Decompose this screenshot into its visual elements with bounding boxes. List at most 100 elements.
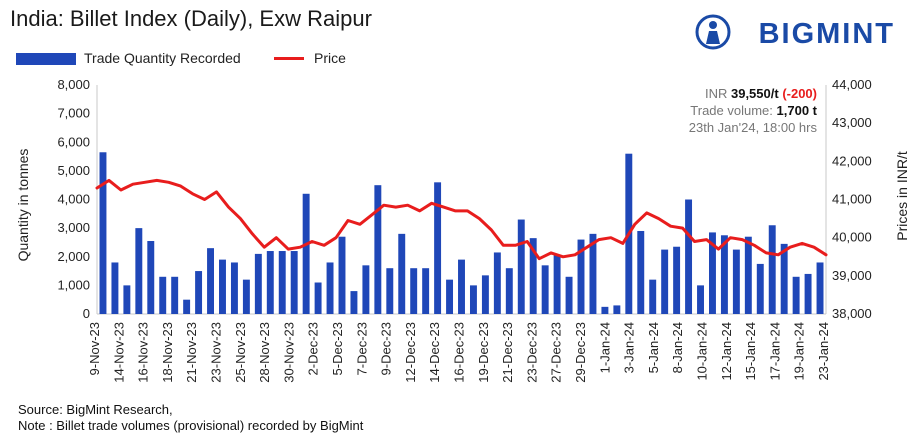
footer-source: Source: BigMint Research, (18, 402, 173, 417)
bar-trade-quantity (123, 285, 131, 314)
bar-trade-quantity (804, 273, 812, 314)
bar-trade-quantity (254, 253, 262, 314)
callout-volume-value: 1,700 t (776, 103, 817, 118)
callout-timestamp: 23th Jan'24, 18:00 hrs (688, 120, 817, 135)
y-axis-title-left: Quantity in tonnes (15, 149, 31, 262)
bar-trade-quantity (661, 249, 669, 314)
x-tick-date: 5-Jan-24 (646, 322, 661, 373)
bar-trade-quantity (768, 225, 776, 314)
bar-trade-quantity (183, 299, 191, 314)
bar-trade-quantity (756, 263, 764, 314)
bar-trade-quantity (290, 251, 298, 314)
bar-trade-quantity (613, 305, 621, 314)
bar-trade-quantity (709, 232, 716, 314)
callout-price-prefix: INR (704, 86, 731, 101)
x-tick-date: 1-Jan-24 (597, 322, 612, 373)
bar-trade-quantity (195, 271, 203, 314)
y-tick-right: 40,000 (832, 230, 872, 245)
legend-bar-swatch (16, 53, 76, 65)
callout-volume-row: Trade volume: 1,700 t (689, 102, 817, 119)
bar-trade-quantity (565, 276, 573, 314)
bar-trade-quantity (326, 262, 334, 314)
y-tick-right: 42,000 (832, 153, 872, 168)
legend-line-swatch (274, 57, 304, 60)
footer-note: Note : Billet trade volumes (provisional… (18, 418, 364, 433)
x-tick-date: 12-Dec-23 (403, 322, 418, 383)
bar-trade-quantity (219, 259, 226, 314)
x-tick-date: 15-Jan-24 (743, 322, 758, 381)
x-tick-date: 19-Jan-24 (792, 322, 807, 381)
bar-trade-quantity (410, 268, 418, 314)
y-tick-left: 8,000 (57, 77, 90, 92)
bar-trade-quantity (171, 276, 179, 314)
bar-trade-quantity (517, 219, 525, 314)
x-tick-date: 14-Nov-23 (111, 322, 126, 383)
y-tick-left: 4,000 (57, 192, 90, 207)
bar-trade-quantity (505, 268, 513, 314)
x-tick-date: 16-Dec-23 (452, 322, 467, 383)
x-tick-date: 29-Dec-23 (573, 322, 588, 383)
bar-trade-quantity (458, 259, 465, 314)
bar-trade-quantity (398, 233, 406, 314)
bar-trade-quantity (159, 276, 167, 314)
bar-trade-quantity (434, 182, 442, 314)
price-line (95, 178, 828, 261)
y-tick-right: 38,000 (832, 306, 872, 321)
bar-trade-quantity (230, 262, 238, 314)
x-tick-date: 7-Dec-23 (354, 322, 369, 375)
latest-price-callout: INR 39,550/t (-200) Trade volume: 1,700 … (689, 85, 817, 136)
x-tick-date: 18-Nov-23 (160, 322, 175, 383)
x-tick-date: 30-Nov-23 (281, 322, 296, 383)
bigmint-logo: BIGMINT (695, 12, 895, 52)
bar-trade-quantity (589, 233, 597, 314)
bar-trade-quantity (601, 306, 609, 314)
logo-text: BIGMINT (758, 18, 895, 50)
y-tick-left: 7,000 (57, 106, 90, 121)
bar-trade-quantity (553, 255, 561, 314)
bar-trade-quantity (481, 275, 489, 314)
bar-trade-quantity (720, 235, 728, 314)
x-tick-date: 9-Nov-23 (87, 322, 102, 375)
logo-mark-head (709, 21, 717, 29)
bar-trade-quantity (338, 236, 346, 314)
logo-mark-ring (695, 14, 731, 50)
bar-trade-quantity (744, 236, 752, 314)
bar-trade-quantity (446, 279, 454, 314)
chart-footer: Source: BigMint Research, Note : Billet … (18, 402, 363, 434)
y-tick-right: 39,000 (832, 268, 872, 283)
bar-trade-quantity (493, 252, 501, 314)
y-tick-left: 0 (83, 306, 90, 321)
x-tick-date: 3-Jan-24 (622, 322, 637, 373)
bar-trade-quantity (637, 230, 645, 314)
x-tick-date: 2-Dec-23 (306, 322, 321, 375)
bar-trade-quantity (147, 241, 155, 314)
bar-trade-quantity (780, 243, 788, 314)
x-tick-date: 8-Jan-24 (670, 322, 685, 373)
bar-trade-quantity (792, 276, 800, 314)
bar-trade-quantity (816, 262, 824, 314)
logo-mark-figure (706, 31, 720, 44)
x-tick-date: 23-Nov-23 (209, 322, 224, 383)
bar-trade-quantity (732, 249, 740, 314)
x-tick-date: 21-Nov-23 (184, 322, 199, 383)
bar-trade-quantity (685, 199, 693, 314)
y-tick-left: 1,000 (57, 277, 90, 292)
bar-trade-quantity (302, 193, 310, 314)
legend-line-label: Price (314, 50, 346, 66)
callout-price-change: (-200) (782, 86, 817, 101)
x-tick-date: 23-Dec-23 (524, 322, 539, 383)
bar-trade-quantity (577, 239, 585, 314)
bar-trade-quantity (207, 248, 214, 314)
callout-price-value: 39,550/t (730, 86, 779, 101)
y-tick-right: 43,000 (832, 115, 872, 130)
x-tick-date: 23-Jan-24 (816, 322, 831, 381)
y-tick-right: 41,000 (832, 192, 872, 207)
bar-trade-quantity (673, 246, 681, 314)
callout-volume-prefix: Trade volume: (690, 103, 777, 118)
bar-trade-quantity (469, 285, 477, 314)
x-tick-date: 25-Nov-23 (233, 322, 248, 383)
bar-trade-quantity (529, 238, 537, 314)
x-tick-date: 27-Dec-23 (549, 322, 564, 383)
legend-bar-label: Trade Quantity Recorded (84, 50, 241, 66)
